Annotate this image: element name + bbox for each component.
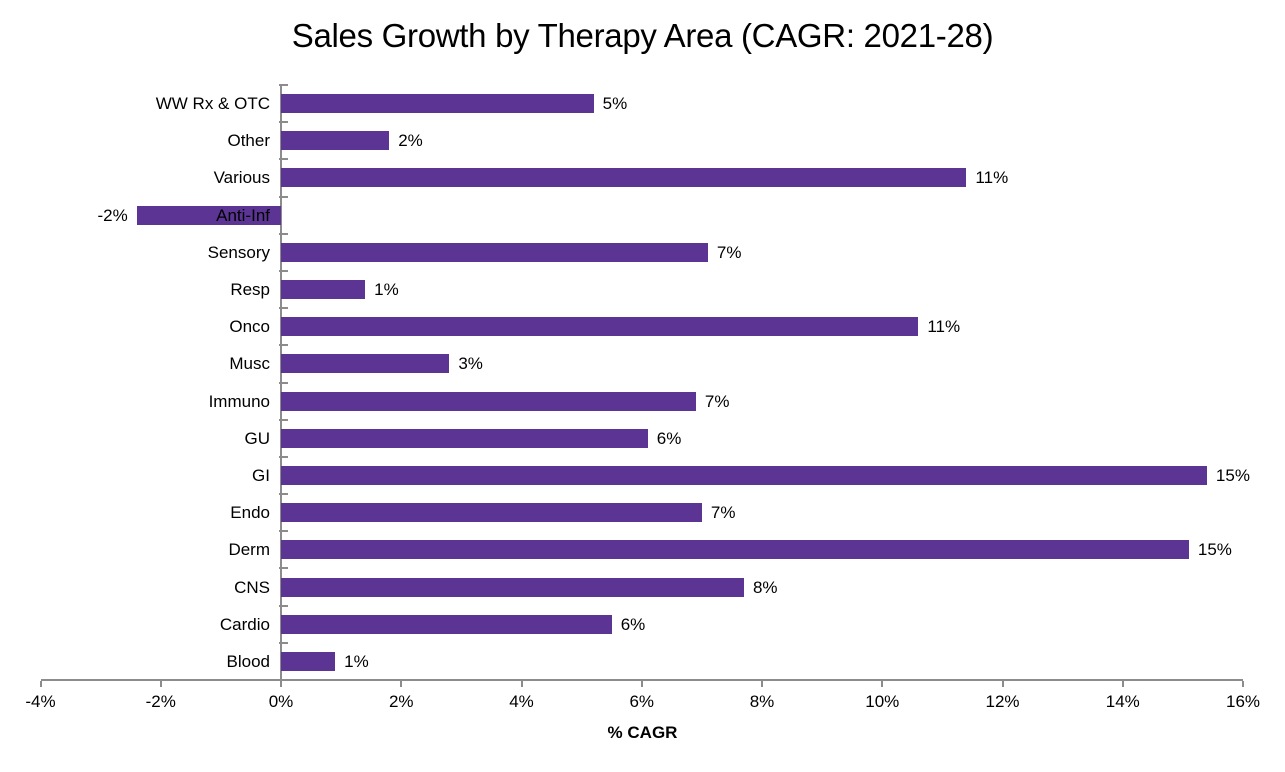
- value-label: 11%: [975, 168, 1009, 188]
- category-label: Onco: [229, 317, 270, 337]
- category-label: Derm: [228, 540, 270, 560]
- bar: [281, 614, 612, 634]
- y-axis-tick: [279, 530, 288, 533]
- y-axis-tick: [279, 455, 288, 458]
- bar: [281, 577, 744, 597]
- value-label: 7%: [710, 503, 736, 523]
- bar: [281, 280, 366, 300]
- bar: [281, 354, 450, 374]
- category-label: Blood: [226, 651, 270, 671]
- x-axis-tick: [159, 681, 162, 687]
- x-axis-tick-label: -2%: [145, 692, 176, 711]
- value-label: 7%: [716, 242, 742, 262]
- bar: [281, 242, 708, 262]
- x-axis-tick-label: 16%: [1225, 692, 1261, 711]
- value-label: -2%: [97, 205, 128, 225]
- value-label: 1%: [344, 651, 369, 671]
- category-label: Immuno: [208, 391, 270, 411]
- y-axis-tick: [279, 567, 288, 570]
- x-axis-tick: [400, 681, 403, 687]
- x-axis-tick-label: 6%: [629, 692, 655, 711]
- value-label: 1%: [374, 280, 399, 300]
- value-label: 6%: [656, 428, 682, 448]
- category-label: Various: [213, 168, 270, 188]
- y-axis-tick: [279, 84, 288, 86]
- x-axis-tick: [881, 681, 884, 687]
- x-axis-tick-label: 0%: [268, 692, 294, 711]
- bar: [281, 540, 1189, 560]
- category-label: WW Rx & OTC: [155, 94, 270, 114]
- y-axis-tick: [279, 604, 288, 607]
- value-label: 3%: [458, 354, 483, 374]
- category-label: Anti-Inf: [216, 205, 270, 225]
- x-axis-tick-label: -4%: [25, 692, 56, 711]
- y-axis-tick: [279, 158, 288, 161]
- category-label: GU: [244, 428, 271, 448]
- bar: [281, 131, 390, 151]
- x-axis-tick-label: 14%: [1105, 692, 1140, 711]
- category-label: GI: [252, 465, 270, 485]
- category-label: Other: [227, 131, 270, 151]
- x-axis-tick: [39, 681, 42, 687]
- x-axis-title: % CAGR: [607, 723, 678, 742]
- bar: [281, 94, 594, 114]
- category-label: Sensory: [207, 242, 270, 262]
- bar: [136, 205, 281, 225]
- x-axis-tick-label: 4%: [509, 692, 534, 711]
- value-label: 15%: [1197, 540, 1232, 560]
- x-axis-tick: [761, 681, 763, 687]
- x-axis-tick-label: 2%: [388, 692, 414, 711]
- bar: [281, 428, 648, 448]
- bar: [281, 503, 702, 523]
- y-axis-tick: [279, 641, 288, 644]
- value-label: 8%: [752, 577, 778, 597]
- y-axis-tick: [279, 344, 288, 347]
- x-axis-tick-label: 8%: [749, 692, 775, 711]
- y-axis-tick: [279, 493, 288, 496]
- bar: [281, 317, 919, 337]
- chart-title: Sales Growth by Therapy Area (CAGR: 2021…: [291, 17, 994, 54]
- y-axis-tick: [279, 195, 288, 198]
- value-label: 5%: [602, 94, 628, 114]
- x-axis-tick: [520, 681, 523, 687]
- y-axis-tick: [279, 232, 288, 235]
- category-label: Cardio: [219, 614, 270, 634]
- y-axis-tick: [279, 269, 288, 272]
- x-axis-tick: [1001, 681, 1004, 687]
- value-label: 7%: [704, 391, 730, 411]
- bar: [281, 391, 696, 411]
- category-label: Resp: [230, 280, 270, 300]
- x-axis-tick-label: 12%: [985, 692, 1020, 711]
- value-label: 6%: [620, 614, 646, 634]
- category-label: Musc: [229, 354, 270, 374]
- y-axis-tick: [279, 418, 288, 421]
- value-label: 2%: [398, 131, 423, 151]
- x-axis-tick: [640, 681, 643, 687]
- y-axis-tick: [279, 381, 288, 384]
- x-axis-tick: [1242, 681, 1244, 687]
- bar: [281, 465, 1207, 485]
- bar: [281, 168, 967, 188]
- y-axis-tick: [279, 307, 288, 310]
- y-axis-tick: [279, 121, 288, 124]
- x-axis-tick: [280, 681, 282, 687]
- x-axis-tick-label: 10%: [865, 692, 900, 711]
- x-axis-line: [40, 679, 1243, 681]
- category-label: CNS: [234, 577, 270, 597]
- y-axis-line: [280, 85, 282, 682]
- category-label: Endo: [230, 503, 270, 523]
- bar: [281, 651, 336, 671]
- x-axis-tick: [1121, 681, 1124, 687]
- value-label: 15%: [1215, 465, 1250, 485]
- value-label: 11%: [927, 317, 961, 337]
